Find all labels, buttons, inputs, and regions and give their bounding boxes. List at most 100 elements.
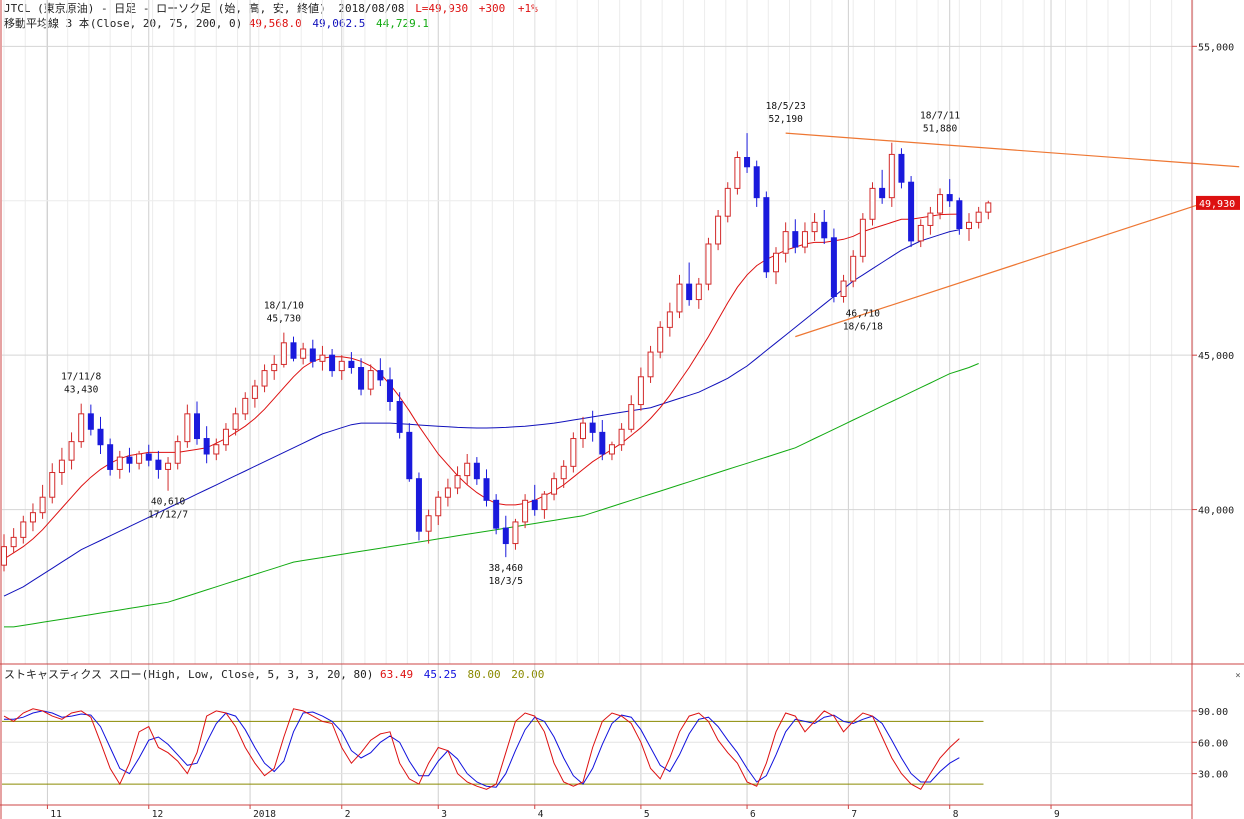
trendline xyxy=(785,132,1240,168)
candle-bull xyxy=(222,428,229,446)
candle-bull xyxy=(888,153,895,199)
candle-bear xyxy=(348,360,355,369)
candle-bear xyxy=(377,370,384,381)
candles xyxy=(1,133,992,572)
candle-bull xyxy=(734,157,741,189)
candle-bull xyxy=(213,444,220,455)
candle-bull xyxy=(454,475,461,489)
time-tick-label: 12 xyxy=(152,809,163,819)
annotation-label: 18/3/5 xyxy=(489,576,523,587)
stoch-upper-level: 80.00 xyxy=(467,668,501,681)
candle-bull xyxy=(174,441,181,464)
candle-bull xyxy=(49,472,56,498)
candle-bull xyxy=(58,459,65,474)
candle-bull xyxy=(271,363,278,372)
ma200-value: 44,729.1 xyxy=(376,17,430,30)
candle-bull xyxy=(242,397,249,415)
stoch-tick-label: 90.00 xyxy=(1198,707,1228,718)
candle-bear xyxy=(531,499,538,511)
candle-bear xyxy=(87,413,94,430)
candle-bull xyxy=(917,224,924,242)
ma75-value: 49,062.5 xyxy=(312,17,366,30)
annotation-label: 52,190 xyxy=(768,114,803,125)
candle-bull xyxy=(773,252,779,273)
candle-bear xyxy=(107,444,114,470)
stoch-k-line xyxy=(3,708,960,790)
current-price-label: 49,930 xyxy=(1199,199,1235,210)
candle-bear xyxy=(792,231,799,248)
candle-bear xyxy=(145,453,152,461)
candle-bull xyxy=(937,194,944,214)
candle-bull xyxy=(840,280,847,297)
candle-bear xyxy=(879,187,886,199)
candle-bull xyxy=(869,187,876,220)
candle-bull xyxy=(184,413,191,443)
candle-bull xyxy=(464,462,471,477)
candle-bear xyxy=(821,221,828,239)
price-tick-label: 45,000 xyxy=(1198,351,1234,362)
candle-bull xyxy=(338,360,345,372)
stoch-tick-label: 30.00 xyxy=(1198,770,1228,781)
candle-bull xyxy=(608,444,615,455)
stoch-lower-level: 20.00 xyxy=(511,668,545,681)
candle-bull xyxy=(319,354,326,362)
price-tick-label: 40,000 xyxy=(1198,506,1234,517)
candle-bull xyxy=(811,221,818,233)
time-tick-label: 7 xyxy=(851,809,857,819)
candle-bull xyxy=(927,212,934,226)
ma-legend: 移動平均線 3 本(Close, 20, 75, 200, 0) 49,568.… xyxy=(4,17,429,31)
candle-bull xyxy=(657,326,664,353)
annotation-label: 46,710 xyxy=(846,308,881,319)
candle-bull xyxy=(512,521,519,545)
annotation-label: 51,880 xyxy=(923,124,958,135)
candle-bull xyxy=(261,370,268,387)
annotation-label: 18/7/11 xyxy=(920,111,960,122)
candle-bull xyxy=(251,385,258,399)
candle-bull xyxy=(676,283,683,313)
stoch-d-line xyxy=(4,710,960,788)
candle-bull xyxy=(165,462,172,470)
annotation-label: 17/11/8 xyxy=(61,372,101,383)
time-tick-label: 5 xyxy=(644,809,650,819)
candle-bear xyxy=(387,379,393,402)
candle-bear xyxy=(309,348,316,362)
time-tick-label: 2 xyxy=(345,809,351,819)
candle-bear xyxy=(830,237,837,297)
time-tick-label: 4 xyxy=(538,809,544,819)
ma20-line xyxy=(3,213,960,560)
price-change-pct: +1% xyxy=(517,2,538,15)
candle-bear xyxy=(126,456,133,464)
chart-title: JTCL (東京原油) - 日足 - ローソク足 (始, 高, 安, 終値) xyxy=(4,2,326,15)
stochastic-panel xyxy=(2,708,984,790)
candle-bull xyxy=(975,211,982,223)
candle-bear xyxy=(763,197,770,273)
candle-bear xyxy=(483,478,490,501)
close-icon[interactable]: × xyxy=(1235,671,1241,681)
candle-bull xyxy=(801,231,808,248)
moving-averages xyxy=(3,213,979,628)
candle-bull xyxy=(522,499,529,523)
candle-bull xyxy=(637,376,644,406)
annotations: 17/11/8 43,430 40,610 17/12/7 18/1/10 45,730 3… xyxy=(61,101,960,587)
candle-bull xyxy=(715,215,722,245)
candle-bull xyxy=(136,453,143,464)
stoch-d-value: 45.25 xyxy=(423,668,457,681)
annotation-label: 45,730 xyxy=(267,314,302,325)
candle-bull xyxy=(966,221,972,230)
candle-bull xyxy=(724,187,731,217)
time-tick-label: 3 xyxy=(441,809,447,819)
candle-bear xyxy=(946,194,953,202)
candle-bull xyxy=(444,487,451,498)
candle-bull xyxy=(580,422,586,440)
time-tick-label: 6 xyxy=(750,809,756,819)
candle-bear xyxy=(358,367,365,390)
candle-bull xyxy=(628,404,635,430)
candle-bull xyxy=(300,348,307,359)
annotation-label: 43,430 xyxy=(64,385,99,396)
ma20-value: 49,568.0 xyxy=(248,17,302,30)
candle-bear xyxy=(396,400,403,433)
annotation-label: 17/12/7 xyxy=(148,510,188,521)
candle-bull xyxy=(782,231,789,254)
